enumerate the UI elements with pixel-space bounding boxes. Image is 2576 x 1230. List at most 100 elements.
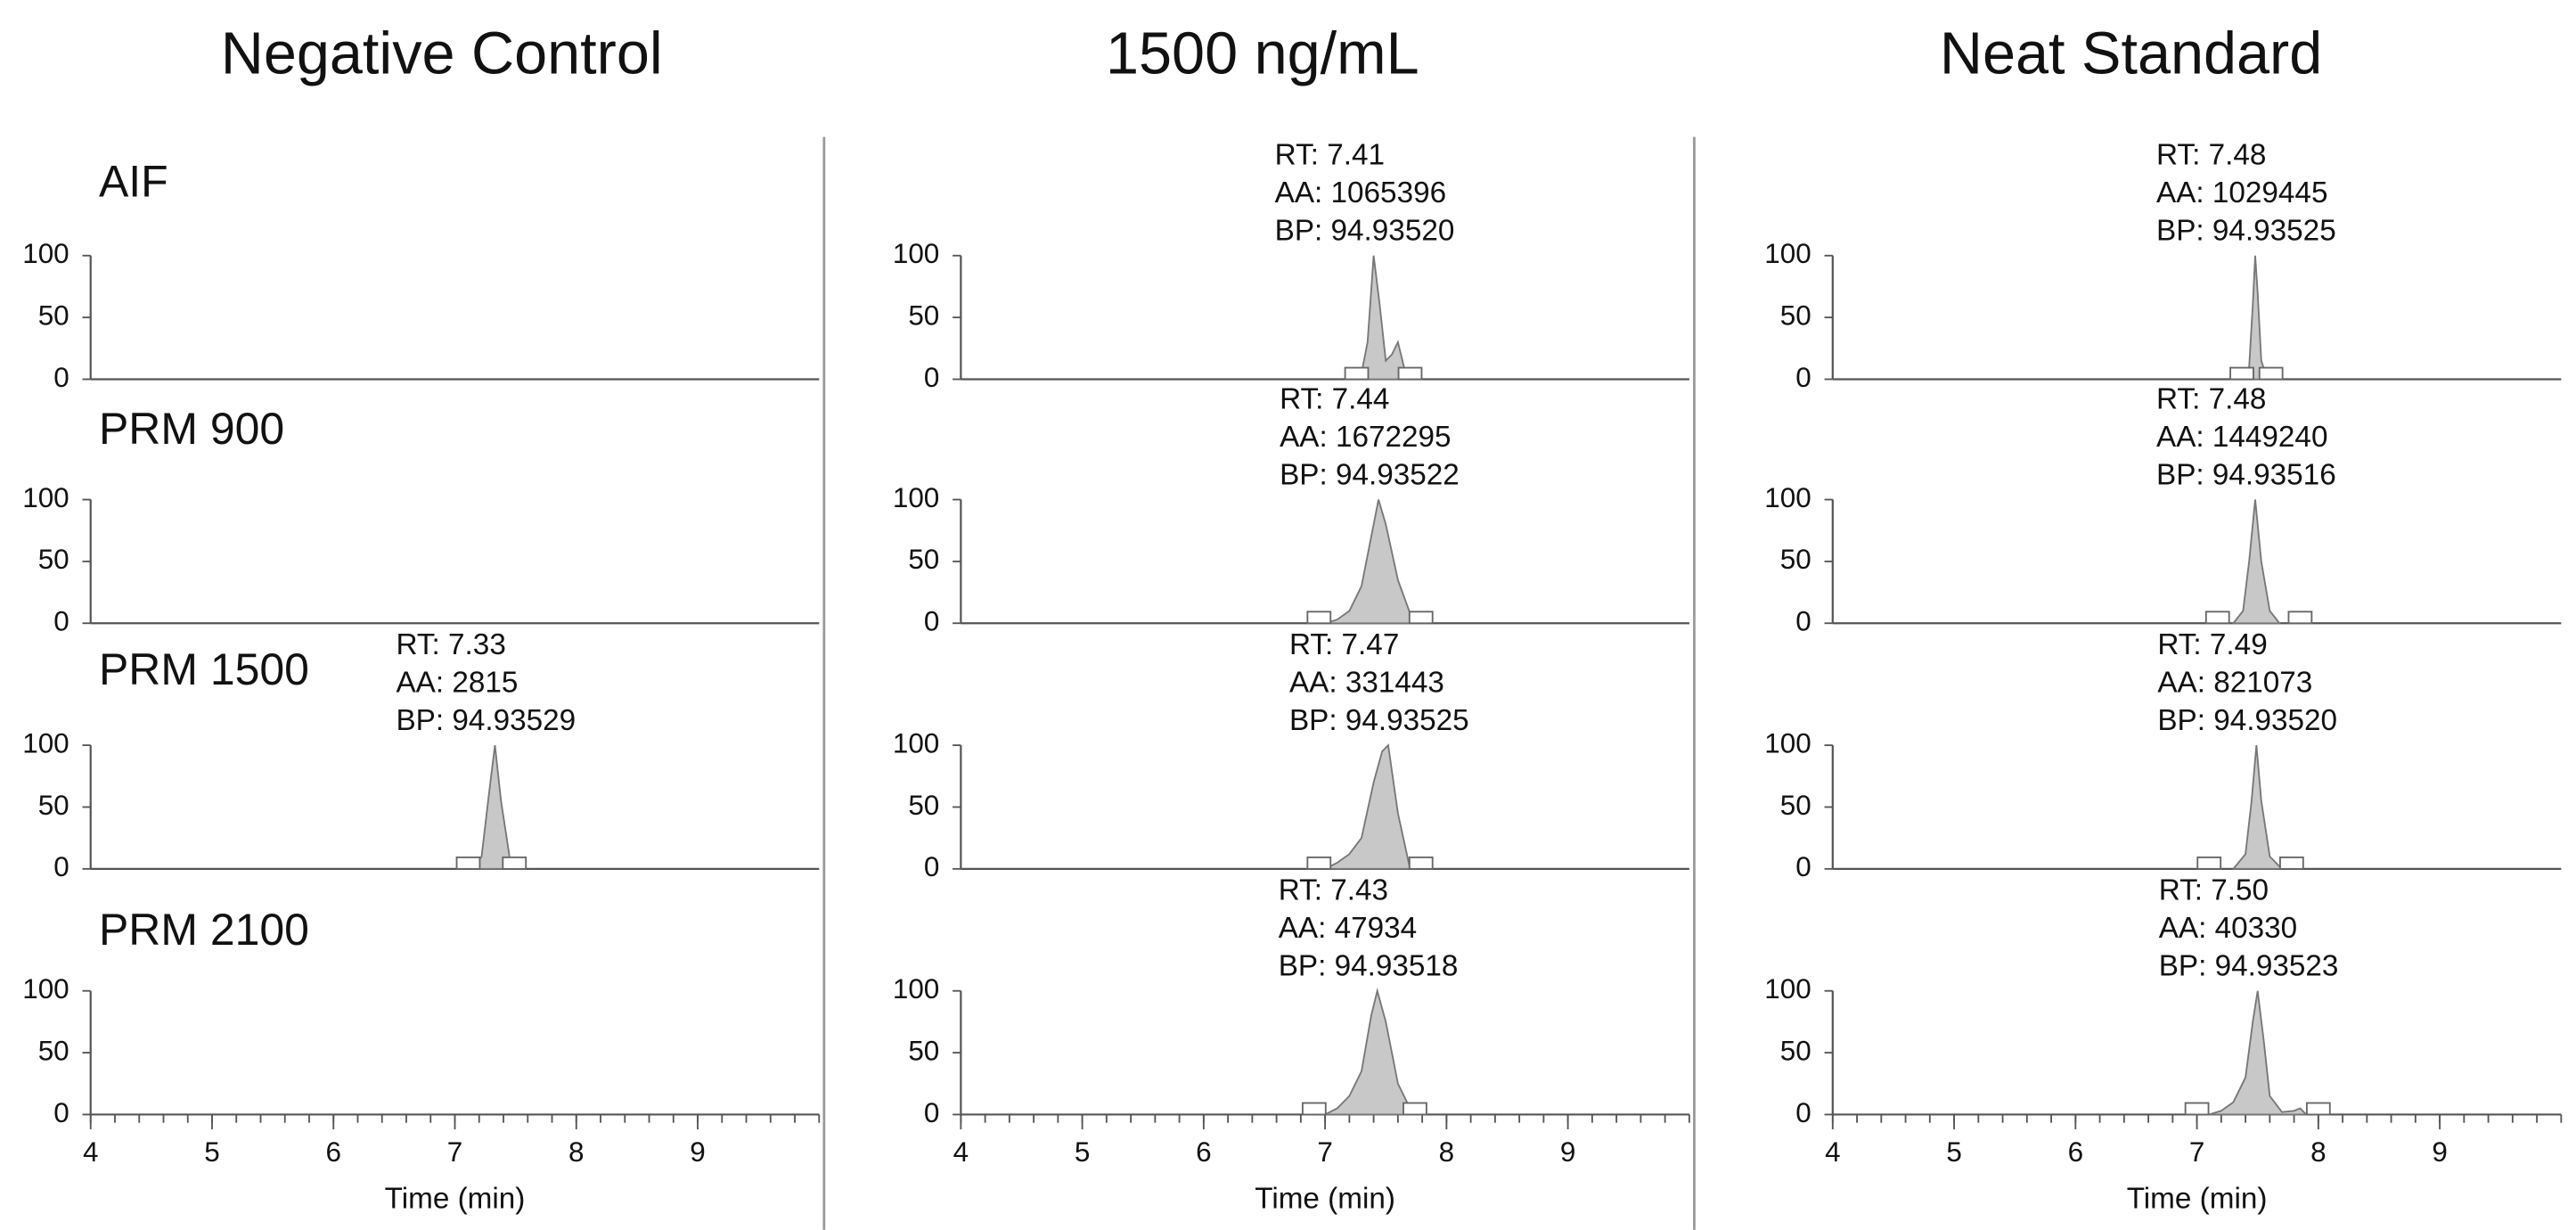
peak-boundary bbox=[1408, 611, 1434, 625]
peak-boundary bbox=[1408, 856, 1434, 870]
y-tick-label: 0 bbox=[924, 606, 939, 637]
peak-boundary bbox=[2278, 856, 2304, 870]
peak-area bbox=[471, 745, 518, 870]
y-tick-label: 50 bbox=[1780, 299, 1811, 331]
x-tick-label: 7 bbox=[2189, 1136, 2204, 1168]
peak-annotation: AA: 1449240 bbox=[2156, 421, 2327, 454]
y-tick-label: 50 bbox=[1780, 1035, 1811, 1066]
x-tick-label: 8 bbox=[1439, 1136, 1454, 1168]
peak-boundary bbox=[2196, 856, 2222, 870]
y-tick-label: 50 bbox=[908, 790, 939, 821]
peak-boundary bbox=[1306, 856, 1332, 870]
y-tick-label: 50 bbox=[38, 544, 70, 575]
x-tick-label: 7 bbox=[1317, 1136, 1332, 1168]
y-tick-label: 50 bbox=[908, 544, 939, 575]
y-tick-label: 100 bbox=[893, 727, 939, 758]
peak-boundary bbox=[1344, 366, 1370, 381]
y-tick-label: 0 bbox=[1795, 606, 1811, 637]
peak-boundary bbox=[2184, 1102, 2210, 1116]
y-tick-label: 50 bbox=[38, 790, 70, 821]
peak-annotation: RT: 7.44 bbox=[1280, 382, 1389, 415]
peak-boundary bbox=[2229, 366, 2254, 381]
peak-area bbox=[2231, 745, 2285, 870]
peak-annotation: AA: 40330 bbox=[2159, 912, 2297, 945]
y-tick-label: 50 bbox=[38, 299, 70, 331]
x-axis-label: Time (min) bbox=[385, 1182, 526, 1215]
x-tick-label: 5 bbox=[1075, 1136, 1090, 1168]
y-tick-label: 0 bbox=[924, 362, 939, 393]
x-tick-label: 9 bbox=[1560, 1136, 1575, 1168]
peak-boundary bbox=[455, 856, 481, 870]
x-tick-label: 4 bbox=[1825, 1136, 1840, 1168]
peak-annotation: RT: 7.47 bbox=[1289, 628, 1399, 661]
y-tick-label: 100 bbox=[22, 973, 69, 1004]
peak-boundary bbox=[502, 856, 527, 870]
x-axis-label: Time (min) bbox=[1255, 1182, 1395, 1215]
y-tick-label: 100 bbox=[1764, 727, 1811, 758]
peak-boundary bbox=[1402, 1102, 1427, 1116]
peak-annotation: RT: 7.49 bbox=[2157, 628, 2267, 661]
peak-annotation: RT: 7.33 bbox=[396, 628, 505, 661]
x-tick-label: 8 bbox=[568, 1136, 584, 1168]
y-tick-label: 0 bbox=[924, 851, 939, 882]
x-tick-label: 5 bbox=[204, 1136, 219, 1168]
y-tick-label: 100 bbox=[22, 482, 69, 513]
peak-annotation: BP: 94.93520 bbox=[2157, 704, 2337, 737]
peak-area bbox=[2208, 990, 2309, 1116]
y-tick-label: 0 bbox=[53, 851, 69, 882]
peak-annotation: BP: 94.93520 bbox=[1275, 215, 1455, 248]
x-tick-label: 5 bbox=[1946, 1136, 1961, 1168]
y-tick-label: 0 bbox=[1795, 1097, 1811, 1128]
x-axis-label: Time (min) bbox=[2127, 1182, 2268, 1215]
peak-annotation: AA: 1672295 bbox=[1280, 421, 1451, 454]
y-tick-label: 100 bbox=[22, 727, 69, 758]
y-tick-label: 50 bbox=[908, 1035, 939, 1066]
peak-boundary bbox=[1301, 1102, 1327, 1116]
y-tick-label: 0 bbox=[53, 1097, 69, 1128]
peak-annotation: RT: 7.41 bbox=[1275, 139, 1385, 172]
peak-annotation: BP: 94.93518 bbox=[1279, 950, 1459, 983]
peak-annotation: AA: 821073 bbox=[2157, 666, 2312, 699]
peak-annotation: AA: 2815 bbox=[396, 666, 518, 699]
peak-annotation: RT: 7.48 bbox=[2156, 139, 2266, 172]
x-tick-label: 7 bbox=[447, 1136, 462, 1168]
y-tick-label: 100 bbox=[1764, 238, 1811, 269]
peak-annotation: AA: 47934 bbox=[1279, 912, 1417, 945]
peak-annotation: BP: 94.93522 bbox=[1280, 458, 1460, 491]
x-tick-label: 4 bbox=[83, 1136, 98, 1168]
y-tick-label: 0 bbox=[924, 1097, 939, 1128]
y-tick-label: 100 bbox=[893, 238, 939, 269]
x-tick-label: 9 bbox=[690, 1136, 705, 1168]
y-tick-label: 0 bbox=[1795, 851, 1811, 882]
peak-boundary bbox=[2204, 611, 2230, 625]
y-tick-label: 0 bbox=[1795, 362, 1811, 393]
peak-annotation: AA: 1065396 bbox=[1275, 176, 1446, 209]
x-tick-label: 6 bbox=[2068, 1136, 2083, 1168]
row-label: PRM 2100 bbox=[99, 905, 309, 955]
peak-annotation: BP: 94.93525 bbox=[1289, 704, 1469, 737]
peak-annotation: BP: 94.93525 bbox=[2156, 215, 2336, 248]
y-tick-label: 50 bbox=[1780, 544, 1811, 575]
peak-boundary bbox=[1397, 366, 1423, 381]
row-label: PRM 900 bbox=[99, 404, 284, 454]
peak-annotation: AA: 331443 bbox=[1289, 666, 1444, 699]
peak-area bbox=[1324, 988, 1423, 1116]
y-tick-label: 100 bbox=[893, 973, 939, 1004]
peak-annotation: BP: 94.93523 bbox=[2159, 950, 2339, 983]
x-tick-label: 9 bbox=[2432, 1136, 2447, 1168]
peak-boundary bbox=[2258, 366, 2284, 381]
y-tick-label: 100 bbox=[22, 238, 69, 269]
peak-annotation: BP: 94.93529 bbox=[396, 704, 576, 737]
peak-area bbox=[1324, 743, 1411, 870]
x-tick-label: 6 bbox=[326, 1136, 341, 1168]
peak-area bbox=[2241, 255, 2269, 381]
x-tick-label: 6 bbox=[1196, 1136, 1211, 1168]
column-title: Negative Control bbox=[221, 20, 663, 86]
peak-annotation: RT: 7.43 bbox=[1279, 874, 1388, 907]
peak-area bbox=[1324, 499, 1425, 625]
column-title: Neat Standard bbox=[1940, 20, 2322, 86]
peak-boundary bbox=[2287, 611, 2313, 625]
row-label: AIF bbox=[99, 156, 168, 206]
y-tick-label: 100 bbox=[893, 482, 939, 513]
